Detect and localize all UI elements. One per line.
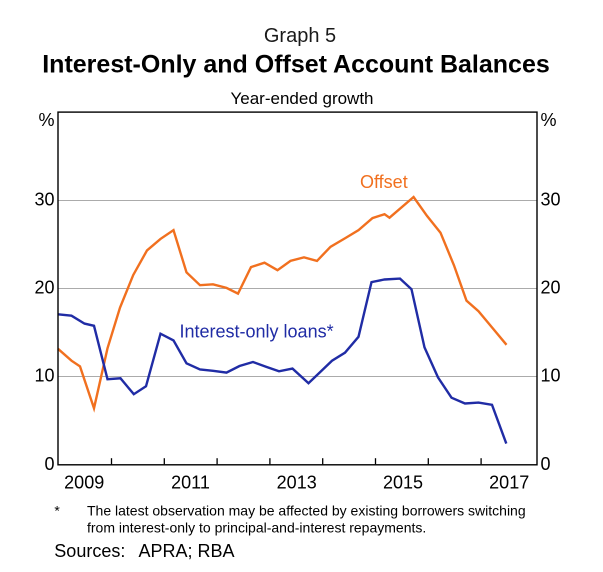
svg-text:Sources:: Sources:: [54, 541, 125, 561]
svg-text:20: 20: [34, 278, 54, 298]
svg-text:30: 30: [34, 190, 54, 210]
svg-text:2011: 2011: [171, 473, 210, 493]
svg-text:2009: 2009: [64, 473, 104, 493]
svg-text:10: 10: [541, 366, 561, 386]
svg-text:The latest observation may be: The latest observation may be affected b…: [87, 503, 526, 519]
svg-text:Interest-Only and Offset Accou: Interest-Only and Offset Account Balance…: [42, 51, 550, 79]
svg-text:10: 10: [34, 366, 54, 386]
svg-text:2017: 2017: [489, 473, 529, 493]
svg-text:from interest-only to principa: from interest-only to principal-and-inte…: [87, 520, 426, 536]
svg-text:2015: 2015: [383, 473, 423, 493]
svg-text:0: 0: [44, 454, 54, 474]
svg-text:30: 30: [541, 190, 561, 210]
svg-text:Interest-only loans*: Interest-only loans*: [180, 322, 334, 342]
svg-text:Offset: Offset: [360, 172, 408, 192]
svg-text:%: %: [38, 110, 54, 130]
svg-text:Graph 5: Graph 5: [264, 25, 336, 47]
svg-text:*: *: [54, 503, 60, 519]
svg-text:0: 0: [541, 454, 551, 474]
svg-text:APRA; RBA: APRA; RBA: [139, 541, 235, 561]
svg-text:%: %: [541, 110, 557, 130]
svg-text:Year-ended growth: Year-ended growth: [230, 89, 373, 108]
svg-text:2013: 2013: [277, 473, 317, 493]
svg-text:20: 20: [541, 278, 561, 298]
